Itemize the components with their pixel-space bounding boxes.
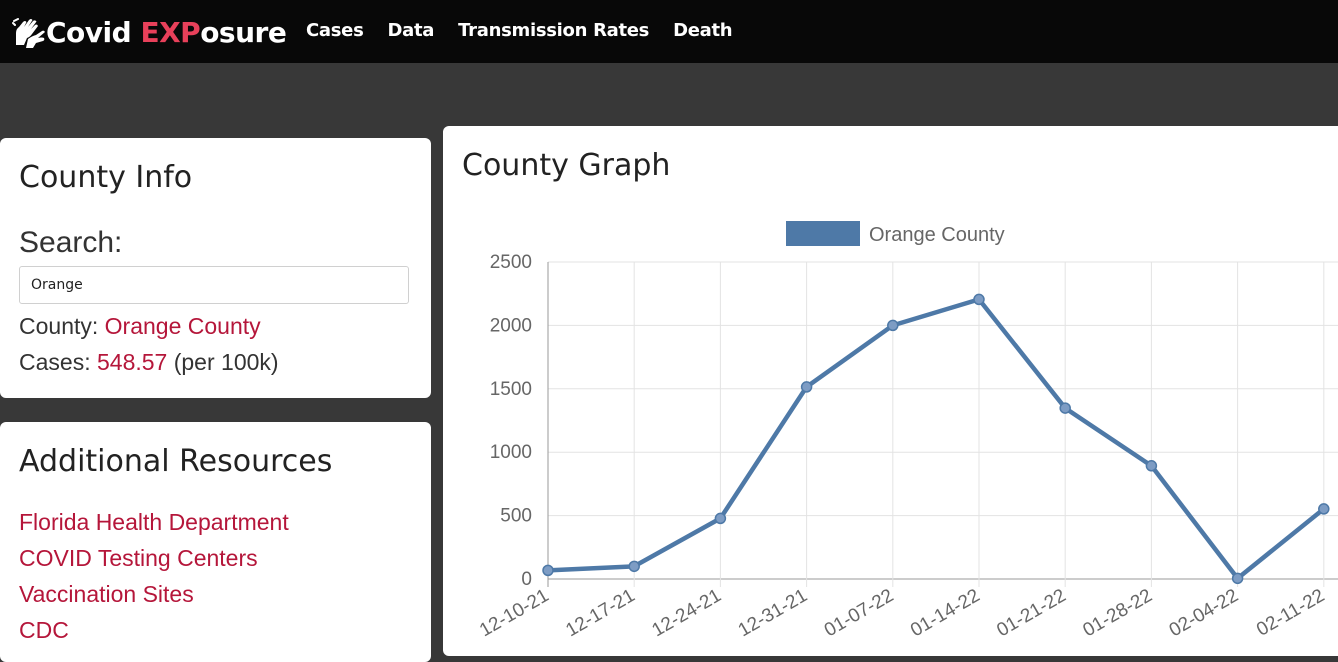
brand-suffix: osure <box>200 15 287 49</box>
cases-unit: (per 100k) <box>173 349 279 375</box>
search-label: Search: <box>19 226 123 259</box>
y-tick-label: 1000 <box>490 442 532 463</box>
cases-value: 548.57 <box>96 349 168 375</box>
county-label: County: <box>19 313 99 339</box>
x-tick-label: 12-24-21 <box>649 585 725 641</box>
link-testing-centers[interactable]: COVID Testing Centers <box>19 545 258 571</box>
county-info-card: County Info Search: County: Orange Count… <box>0 138 431 398</box>
county-info-title: County Info <box>19 160 193 195</box>
link-cdc[interactable]: CDC <box>19 617 69 643</box>
x-tick-label: 01-14-22 <box>907 585 983 641</box>
data-point <box>628 560 640 573</box>
x-tick-label: 12-17-21 <box>562 585 638 641</box>
legend-label: Orange County <box>869 224 1005 246</box>
data-point <box>1231 572 1244 585</box>
x-tick-label: 01-07-22 <box>821 585 897 641</box>
hands-icon <box>12 18 45 48</box>
x-tick-label: 12-10-21 <box>476 585 552 641</box>
resources-card: Additional Resources Florida Health Depa… <box>0 422 431 662</box>
nav-link-death[interactable]: Death <box>673 20 733 41</box>
data-point <box>800 381 813 393</box>
data-point <box>887 319 899 332</box>
y-tick-label: 2000 <box>490 315 532 336</box>
y-tick-label: 2500 <box>490 252 532 273</box>
county-chart: 0 500 1000 1500 2000 2500 12-10-21 12-17-21 12-2… <box>476 221 1338 641</box>
data-point <box>1145 460 1158 472</box>
brand-logo[interactable]: Covid EXPosure <box>12 12 287 52</box>
x-tick-label: 01-21-22 <box>993 585 1069 641</box>
cases-line: Cases: 548.57 (per 100k) <box>19 349 279 376</box>
y-tick-label: 1500 <box>490 379 532 400</box>
nav-link-data[interactable]: Data <box>387 20 435 41</box>
nav-link-cases[interactable]: Cases <box>306 20 364 41</box>
cases-label: Cases: <box>19 349 91 375</box>
county-value: Orange County <box>104 313 261 339</box>
county-graph-card: County Graph 0 500 1000 1500 2000 2500 12-10-2… <box>443 126 1338 656</box>
legend-swatch <box>786 221 860 246</box>
x-tick-label: 01-28-22 <box>1080 585 1156 641</box>
resources-title: Additional Resources <box>19 444 333 479</box>
county-line: County: Orange County <box>19 313 261 340</box>
link-vaccination-sites[interactable]: Vaccination Sites <box>19 581 194 607</box>
nav-links: Cases Data Transmission Rates Death <box>306 20 756 41</box>
graph-title: County Graph <box>462 148 671 183</box>
search-input[interactable] <box>19 266 409 304</box>
brand-accent: EXP <box>140 15 201 49</box>
data-point <box>1318 503 1330 515</box>
y-tick-label: 0 <box>521 569 532 590</box>
x-tick-label: 02-11-22 <box>1253 585 1328 641</box>
nav-link-transmission-rates[interactable]: Transmission Rates <box>458 20 650 41</box>
link-florida-health[interactable]: Florida Health Department <box>19 509 289 535</box>
x-tick-label: 12-31-21 <box>735 585 811 641</box>
navbar: Covid EXPosure Cases Data Transmission R… <box>0 0 1338 63</box>
data-point <box>973 293 985 306</box>
brand-prefix: Covid <box>46 15 141 49</box>
x-tick-label: 02-04-22 <box>1166 585 1242 641</box>
y-tick-label: 500 <box>500 506 532 527</box>
data-point <box>1059 402 1071 414</box>
data-point <box>714 512 727 525</box>
series-line <box>545 297 1327 581</box>
data-point <box>542 564 554 577</box>
